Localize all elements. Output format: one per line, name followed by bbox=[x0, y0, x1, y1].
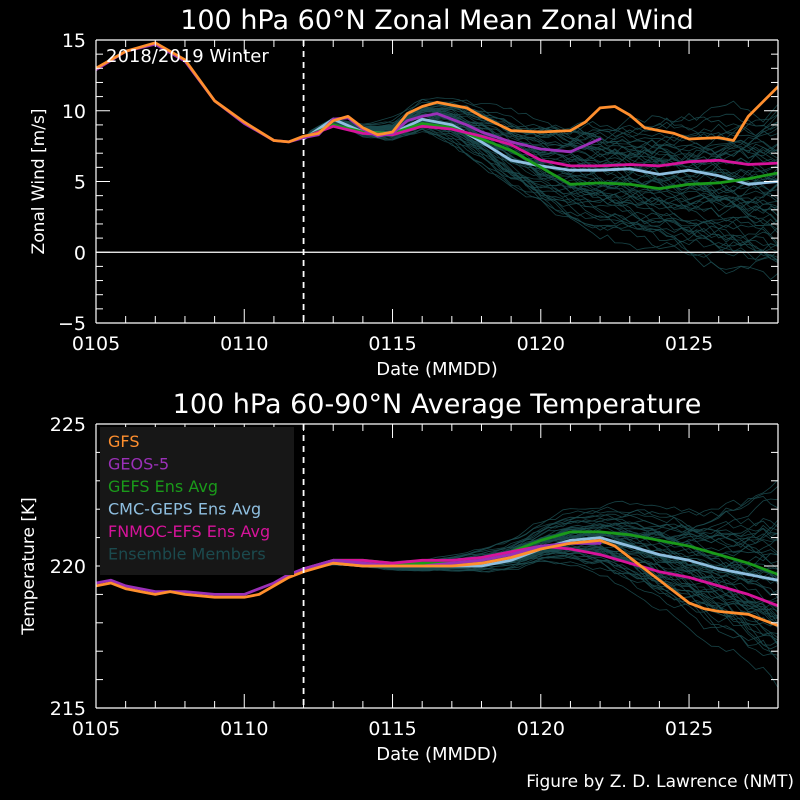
legend-entry: GFS bbox=[108, 432, 139, 451]
axes-frame bbox=[95, 39, 779, 324]
x-tick-label: 0120 bbox=[517, 333, 565, 355]
chart-panel-1: −5 0 5 10 15 0105 0110 0115 0120 0125 100 hPa 60°N… bbox=[29, 5, 779, 380]
ensemble-member-line bbox=[303, 119, 778, 217]
x-tick-label: 0115 bbox=[368, 718, 416, 740]
y-tick-label: −5 bbox=[58, 313, 86, 335]
legend: GFS GEOS-5 GEFS Ens Avg CMC-GEPS Ens Avg FNM… bbox=[100, 427, 294, 575]
x-tick-label: 0120 bbox=[517, 718, 565, 740]
x-tick-label: 0110 bbox=[220, 718, 268, 740]
ensemble-member-line bbox=[303, 110, 778, 198]
ensemble-member-line bbox=[303, 98, 778, 142]
x-tick-label: 0115 bbox=[368, 333, 416, 355]
y-tick-label: 5 bbox=[74, 172, 86, 194]
legend-entry: Ensemble Members bbox=[108, 545, 266, 564]
ensemble-member-line bbox=[303, 112, 778, 177]
ensemble-member-line bbox=[303, 122, 778, 275]
x-tick-label: 0105 bbox=[72, 333, 120, 355]
x-tick-label: 0105 bbox=[72, 718, 120, 740]
series-line-gfs bbox=[96, 41, 778, 144]
legend-entry: GEOS-5 bbox=[108, 455, 169, 474]
x-axis-label: Date (MMDD) bbox=[376, 744, 498, 765]
y-tick-label: 220 bbox=[50, 556, 86, 578]
chart-title: 100 hPa 60°N Zonal Mean Zonal Wind bbox=[180, 5, 694, 36]
ensemble-member-line bbox=[303, 97, 778, 149]
chart-title: 100 hPa 60-90°N Average Temperature bbox=[173, 389, 702, 420]
y-tick-label: 225 bbox=[50, 414, 86, 436]
ensemble-member-line bbox=[303, 559, 778, 688]
chart-subtitle: 2018/2019 Winter bbox=[106, 46, 269, 67]
legend-entry: CMC-GEPS Ens Avg bbox=[108, 500, 261, 519]
y-tick-label: 0 bbox=[74, 242, 86, 264]
legend-box bbox=[100, 427, 294, 575]
x-axis-label: Date (MMDD) bbox=[376, 359, 498, 380]
ensemble-member-line bbox=[303, 123, 778, 247]
y-tick-label: 215 bbox=[50, 698, 86, 720]
plot-area bbox=[96, 479, 778, 688]
y-axis-label: Temperature [K] bbox=[19, 497, 39, 636]
series-line-gfs bbox=[96, 539, 778, 627]
y-tick-label: 15 bbox=[62, 30, 86, 52]
x-tick-label: 0125 bbox=[665, 333, 713, 355]
plot-area bbox=[96, 41, 778, 280]
y-tick-label: 10 bbox=[62, 101, 86, 123]
legend-entry: GEFS Ens Avg bbox=[108, 477, 218, 496]
legend-entry: FNMOC-EFS Ens Avg bbox=[108, 522, 270, 541]
y-axis-label: Zonal Wind [m/s] bbox=[29, 109, 49, 255]
x-tick-label: 0125 bbox=[665, 718, 713, 740]
chart-panel-2: 215 220 225 0105 0110 0115 0120 0125 100 hPa 60-… bbox=[19, 389, 779, 765]
x-tick-label: 0110 bbox=[220, 333, 268, 355]
figure-credit: Figure by Z. D. Lawrence (NMT) bbox=[526, 772, 794, 792]
